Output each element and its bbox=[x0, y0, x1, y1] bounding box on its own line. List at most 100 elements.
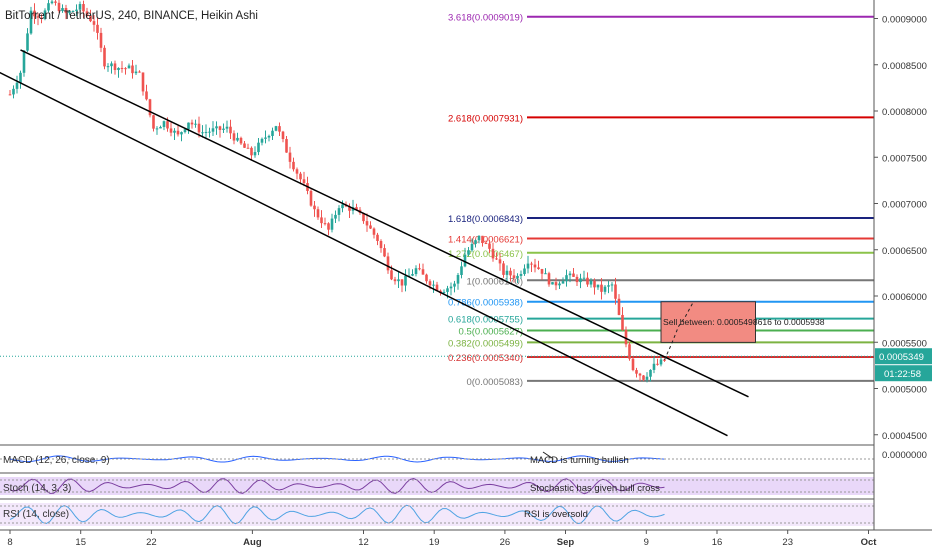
candle-body bbox=[117, 67, 120, 71]
candle-body bbox=[638, 373, 642, 376]
x-tick-label: Aug bbox=[243, 537, 262, 548]
candle-body bbox=[568, 273, 572, 276]
candle-body bbox=[8, 94, 12, 96]
candle-body bbox=[215, 126, 218, 129]
candle-body bbox=[36, 16, 40, 18]
candle-body bbox=[463, 254, 467, 267]
candle-body bbox=[519, 274, 523, 276]
sell-zone: Sell between: 0.0005498616 to 0.0005938 bbox=[660, 301, 825, 361]
candle-body bbox=[187, 122, 190, 130]
candle-body bbox=[327, 223, 330, 230]
indicator-name: MACD (12, 26, close, 9) bbox=[3, 455, 110, 466]
candle-body bbox=[47, 3, 50, 11]
candle-body bbox=[425, 274, 428, 282]
candle-body bbox=[579, 278, 582, 283]
candle-body bbox=[512, 275, 516, 279]
candle-body bbox=[593, 280, 596, 288]
candle-body bbox=[197, 123, 201, 133]
candle-body bbox=[225, 126, 229, 129]
candle-body bbox=[488, 243, 491, 249]
chart-title: BitTorrent / TetherUS, 240, BINANCE, Hei… bbox=[5, 10, 258, 22]
x-tick-label: 9 bbox=[644, 537, 649, 548]
candle-body bbox=[166, 121, 169, 129]
candle-body bbox=[50, 1, 54, 4]
fib-level-label: 0.236(0.0005340) bbox=[448, 353, 523, 364]
fib-level-label: 0.382(0.0005499) bbox=[448, 338, 523, 349]
candle-body bbox=[68, 11, 71, 14]
candle-body bbox=[57, 2, 61, 11]
countdown-badge bbox=[875, 365, 932, 382]
candle-body bbox=[530, 263, 533, 265]
fib-level-label: 1.618(0.0006843) bbox=[448, 214, 523, 225]
candle-body bbox=[274, 126, 278, 131]
candle-body bbox=[617, 298, 621, 315]
candle-body bbox=[271, 130, 274, 136]
candle-body bbox=[43, 10, 47, 19]
candle-body bbox=[624, 329, 628, 345]
candle-body bbox=[435, 284, 439, 291]
candle-body bbox=[379, 240, 383, 249]
candle-body bbox=[537, 267, 540, 270]
candle-body bbox=[313, 205, 316, 210]
fib-level-label: 2.618(0.0007931) bbox=[448, 113, 523, 124]
x-tick-label: Oct bbox=[861, 537, 878, 548]
candle-body bbox=[138, 71, 141, 73]
candle-body bbox=[239, 137, 243, 144]
candle-body bbox=[278, 126, 281, 132]
sell-zone-label: Sell between: 0.0005498616 to 0.0005938 bbox=[663, 317, 825, 327]
candle-body bbox=[33, 10, 36, 17]
candle-body bbox=[603, 286, 607, 292]
candle-body bbox=[232, 133, 236, 141]
candle-body bbox=[558, 283, 561, 286]
candle-body bbox=[40, 17, 43, 19]
fib-level-label: 3.618(0.0009019) bbox=[448, 13, 523, 24]
indicator-name: RSI (14, close) bbox=[3, 509, 69, 520]
candle-body bbox=[596, 284, 600, 288]
pane-band bbox=[0, 477, 874, 495]
indicator-panes: MACD (12, 26, close, 9) MACD is turning b… bbox=[0, 444, 874, 526]
candle-body bbox=[106, 66, 110, 68]
candle-body bbox=[19, 72, 22, 83]
candle-body bbox=[659, 359, 663, 365]
candle-body bbox=[467, 250, 470, 255]
candle-body bbox=[208, 131, 211, 133]
candle-body bbox=[89, 15, 92, 22]
y-tick-label: 0.0008500 bbox=[882, 61, 927, 72]
x-tick-label: 8 bbox=[7, 537, 12, 548]
x-tick-label: 23 bbox=[782, 537, 793, 548]
candle-body bbox=[551, 282, 554, 285]
candle-body bbox=[257, 142, 260, 153]
candle-body bbox=[299, 173, 302, 180]
candle-body bbox=[365, 221, 369, 226]
candle-body bbox=[201, 132, 204, 134]
y-tick-label: 0.0005000 bbox=[882, 385, 927, 396]
y-tick-label: 0.0006500 bbox=[882, 246, 927, 257]
candle-body bbox=[211, 128, 215, 132]
candle-body bbox=[484, 243, 488, 245]
candle-body bbox=[155, 128, 159, 130]
candle-body bbox=[586, 277, 589, 285]
candle-body bbox=[561, 281, 565, 284]
candle-body bbox=[628, 344, 631, 359]
candle-body bbox=[523, 268, 526, 275]
candle-body bbox=[29, 10, 33, 34]
candles bbox=[0, 0, 874, 383]
candle-body bbox=[355, 207, 358, 210]
candle-body bbox=[411, 274, 414, 276]
candle-body bbox=[540, 269, 544, 274]
candle-body bbox=[428, 281, 432, 286]
indicator-axis-label: 0.0000000 bbox=[882, 450, 927, 461]
fib-level-label: 1(0.0006170) bbox=[466, 276, 523, 287]
candle-body bbox=[495, 258, 498, 260]
candle-body bbox=[663, 359, 666, 361]
candle-body bbox=[477, 235, 481, 241]
candle-body bbox=[12, 88, 15, 95]
candle-body bbox=[99, 32, 103, 48]
candle-body bbox=[390, 270, 393, 280]
x-tick-label: 15 bbox=[75, 537, 86, 548]
candle-body bbox=[470, 243, 474, 251]
fib-level-label: 1.414(0.0006621) bbox=[448, 235, 523, 246]
candle-body bbox=[145, 91, 148, 100]
